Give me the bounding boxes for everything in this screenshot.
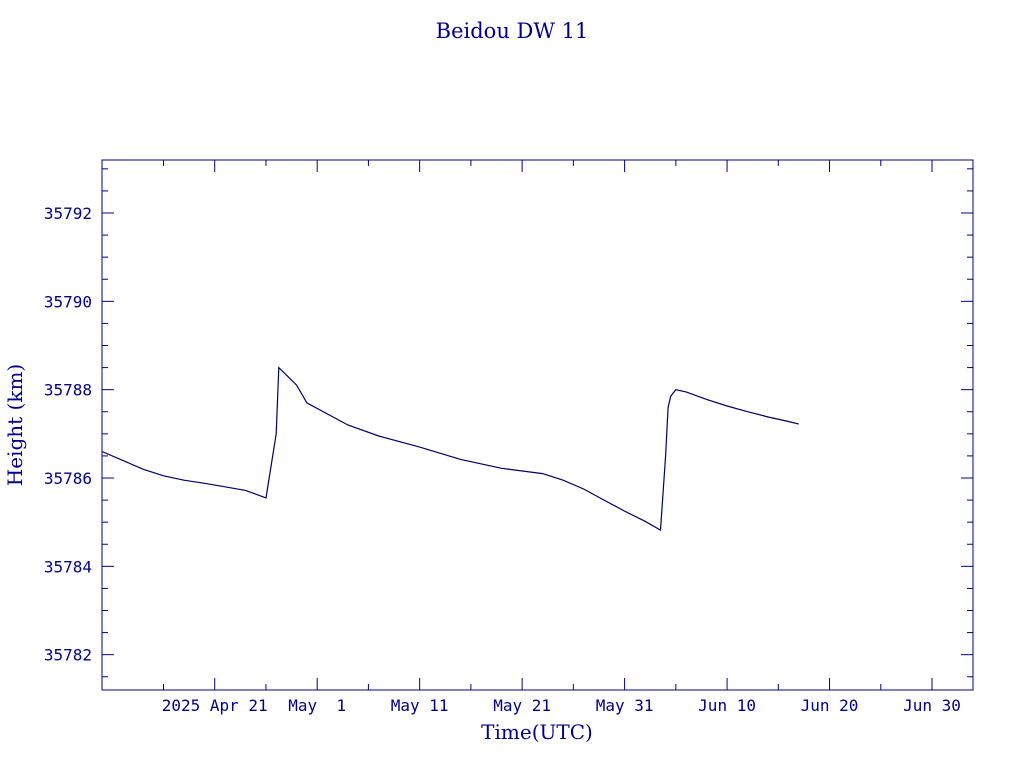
x-tick-label: May 31 <box>596 696 654 715</box>
x-tick-labels: 2025 Apr 21 May 1 May 11 May 21 May 31 Jun 10… <box>162 696 961 715</box>
y-tick-label: 35784 <box>44 557 92 576</box>
x-tick-label: 2025 Apr 21 <box>162 696 268 715</box>
plot-frame <box>101 159 974 691</box>
x-tick-label: Jun 10 <box>698 696 756 715</box>
x-tick-label: Jun 30 <box>903 696 961 715</box>
x-axis-title: Time(UTC) <box>481 720 593 744</box>
y-tick-label: 35790 <box>44 292 92 311</box>
height-series-line <box>101 366 799 532</box>
x-tick-label: May 1 <box>288 696 346 715</box>
y-tick-label: 35782 <box>44 646 92 665</box>
x-tick-label: Jun 20 <box>801 696 859 715</box>
y-tick-label: 35788 <box>44 381 92 400</box>
x-tick-label: May 11 <box>391 696 449 715</box>
x-tick-label: May 21 <box>493 696 551 715</box>
y-tick-label: 35786 <box>44 469 92 488</box>
axis-ticks <box>102 160 973 690</box>
chart-title: Beidou DW 11 <box>436 19 589 43</box>
y-tick-labels: 35782 35784 35786 35788 35790 35792 <box>44 204 92 665</box>
y-tick-label: 35792 <box>44 204 92 223</box>
y-axis-title: Height (km) <box>3 364 27 486</box>
